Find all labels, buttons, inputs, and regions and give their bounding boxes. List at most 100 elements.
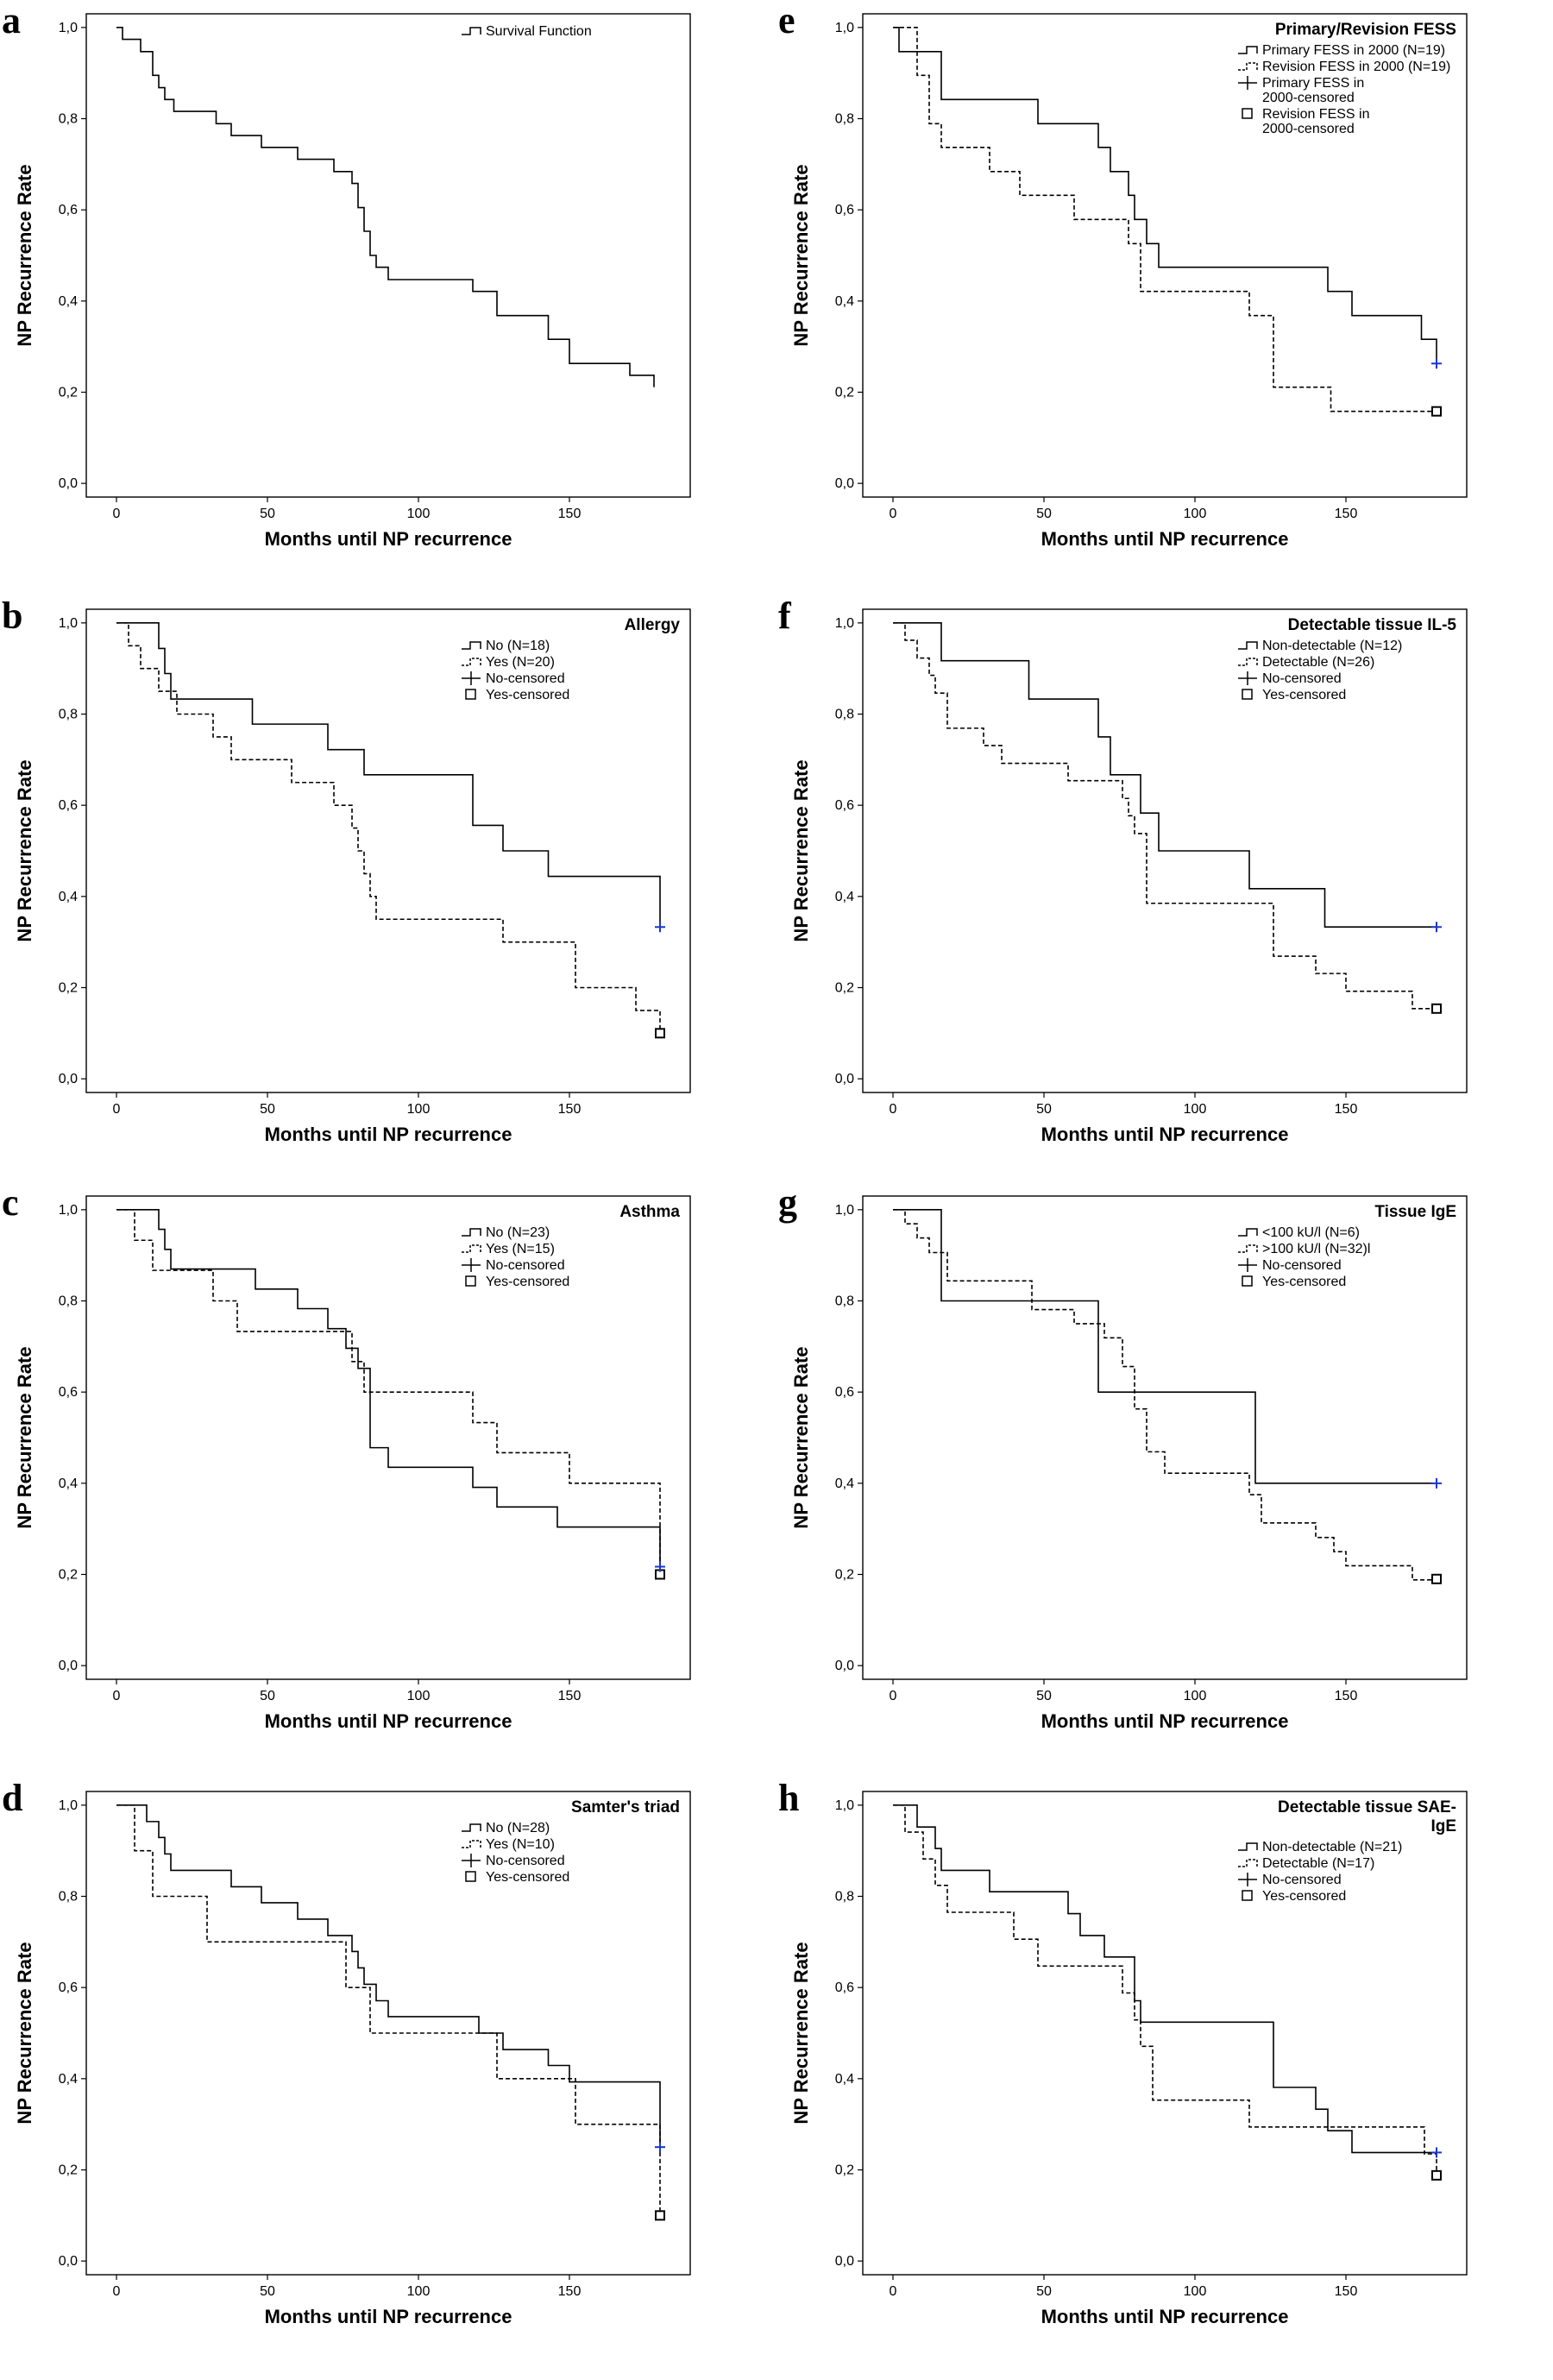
legend-plus-icon [462, 1258, 481, 1272]
x-axis-title: Months until NP recurrence [1041, 2306, 1289, 2327]
y-tick-label: 0,0 [835, 476, 854, 491]
legend-entry: >100 kU/l (N=32)l [1238, 1242, 1370, 1256]
y-tick-label: 1,0 [835, 1798, 854, 1813]
y-tick-label: 0,2 [59, 2163, 78, 2177]
x-tick-label: 0 [890, 1689, 897, 1703]
series-line-dashed [893, 622, 1437, 1010]
legend-title: Tissue IgE [1374, 1203, 1456, 1221]
censor-plus-marker [1431, 2147, 1442, 2158]
legend-entry: Detectable (N=17) [1238, 1856, 1374, 1871]
legend-entry: Yes-censored [1242, 1889, 1346, 1904]
censor-plus-marker [1431, 1477, 1442, 1489]
legend-label: No (N=28) [486, 1821, 550, 1835]
y-tick-label: 0,2 [835, 2163, 854, 2177]
legend-title: Detectable tissue IL-5 [1288, 616, 1457, 634]
chart-panel-b: b 0,0 0,2 0,4 0,6 0,8 1,0 0 50 100 150 Months until… [0, 595, 776, 1182]
legend-dashed-step-icon [1238, 62, 1258, 71]
y-tick-label: 0,2 [835, 1567, 854, 1582]
censor-plus-marker [655, 1561, 665, 1572]
legend-entry: No-censored [462, 1854, 565, 1868]
legend-solid-step-icon [462, 1823, 481, 1832]
legend-solid-step-icon [462, 641, 481, 650]
legend-label: Yes (N=20) [486, 655, 555, 670]
chart-panel-e: e 0,0 0,2 0,4 0,6 0,8 1,0 0 50 100 150 Months until… [776, 0, 1553, 595]
legend-label: No-censored [1262, 1873, 1342, 1887]
y-tick-label: 0,6 [59, 1385, 78, 1400]
legend-solid-step-icon [462, 1228, 481, 1237]
legend-entry: Detectable (N=26) [1238, 655, 1374, 670]
legend-plus-icon [1238, 76, 1257, 90]
y-tick-label: 1,0 [835, 616, 854, 631]
panel-letter: d [2, 1777, 23, 1819]
legend-square-icon [465, 1275, 476, 1287]
censor-square-marker [1431, 2169, 1442, 2181]
legend-label: Yes-censored [1262, 688, 1346, 702]
y-tick-label: 0,2 [59, 980, 78, 995]
legend-label: Primary FESS in 2000 (N=19) [1262, 43, 1445, 58]
legend-dashed-step-icon [462, 658, 481, 666]
x-axis-title: Months until NP recurrence [265, 2306, 512, 2327]
x-tick-label: 100 [1184, 2284, 1207, 2299]
y-tick-label: 0,0 [59, 1072, 78, 1086]
series-line-solid [893, 27, 1437, 364]
x-axis-title: Months until NP recurrence [265, 528, 512, 550]
legend-label: Yes-censored [486, 1275, 569, 1289]
censor-plus-marker [655, 2142, 665, 2153]
panel-letter: f [778, 595, 791, 637]
y-tick-label: 0,8 [835, 1294, 854, 1309]
series-line-solid [893, 1804, 1437, 2154]
x-tick-label: 50 [1036, 1102, 1052, 1117]
y-tick-label: 0,2 [835, 385, 854, 400]
legend-title: Samter's triad [571, 1798, 680, 1816]
km-chart-svg: 0,0 0,2 0,4 0,6 0,8 1,0 0 50 100 150 Months until … [14, 13, 691, 550]
legend-entry: Yes-censored [465, 688, 569, 702]
legend-title: Asthma [619, 1203, 680, 1221]
legend-entry: Non-detectable (N=12) [1238, 639, 1402, 653]
plot-frame [862, 1791, 1468, 2276]
y-tick-label: 1,0 [59, 1798, 78, 1813]
plot-frame [862, 1195, 1468, 1680]
y-axis-title: NP Recurrence Rate [790, 1346, 812, 1528]
x-axis-title: Months until NP recurrence [1041, 528, 1289, 550]
legend-solid-step-icon [1238, 1228, 1258, 1237]
legend-title: Detectable tissue SAE-IgE [1278, 1798, 1456, 1835]
series-line-dashed [893, 27, 1437, 412]
series-line-solid [116, 27, 655, 387]
legend-square-icon [1242, 689, 1253, 700]
y-tick-label: 1,0 [59, 616, 78, 631]
legend-label: Yes-censored [486, 688, 569, 702]
legend-label: Yes (N=10) [486, 1837, 555, 1852]
series-line-solid [116, 1804, 661, 2148]
legend-label: Yes (N=15) [486, 1242, 555, 1256]
legend-label: Non-detectable (N=12) [1262, 639, 1402, 653]
x-tick-label: 50 [1036, 1689, 1052, 1703]
legend-square-icon [1242, 1890, 1253, 1901]
series-line-solid [116, 622, 661, 928]
x-tick-label: 150 [1335, 2284, 1358, 2299]
censor-square-marker [1431, 406, 1442, 417]
panel-letter: b [2, 595, 23, 637]
legend-label: >100 kU/l (N=32)l [1262, 1242, 1370, 1256]
chart-panel-d: d 0,0 0,2 0,4 0,6 0,8 1,0 0 50 100 150 Months until… [0, 1778, 776, 2380]
plot-frame [862, 13, 1468, 498]
y-tick-label: 0,8 [59, 112, 78, 127]
legend-label: Detectable (N=17) [1262, 1856, 1374, 1871]
series-line-dashed [893, 1209, 1437, 1581]
legend-label: Yes-censored [1262, 1275, 1346, 1289]
legend-dashed-step-icon [462, 1244, 481, 1253]
y-tick-label: 0,4 [59, 1476, 78, 1491]
censor-plus-marker [1431, 358, 1442, 369]
x-tick-label: 50 [260, 2284, 275, 2299]
legend-entry: Yes-censored [465, 1275, 569, 1289]
legend-title: Allergy [625, 616, 681, 634]
legend-entry: Non-detectable (N=21) [1238, 1840, 1402, 1854]
legend-entry: <100 kU/l (N=6) [1238, 1225, 1360, 1240]
x-tick-label: 100 [407, 1689, 431, 1703]
panel-letter: h [778, 1777, 800, 1819]
legend-solid-step-icon [462, 27, 481, 35]
legend-plus-icon [1238, 671, 1257, 685]
y-tick-label: 0,2 [59, 1567, 78, 1582]
chart-panel-f: f 0,0 0,2 0,4 0,6 0,8 1,0 0 50 100 150 Months until… [776, 595, 1553, 1182]
legend-label: <100 kU/l (N=6) [1262, 1225, 1360, 1240]
legend-label: Survival Function [486, 24, 592, 39]
